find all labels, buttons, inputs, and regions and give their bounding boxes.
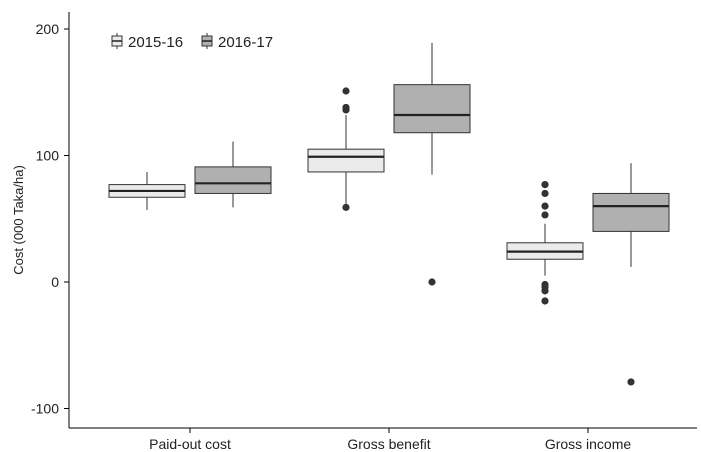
y-tick-label-200: 200 <box>36 21 60 37</box>
box-gross-income-2016-17 <box>592 192 670 232</box>
outlier-gross-benefit-2015-16-3 <box>342 87 350 95</box>
y-axis-title: Cost (000 Taka/ha) <box>11 165 26 275</box>
ticks-layer: -100 0 100 200 Paid-out cost Gross benefit Gro… <box>31 21 631 452</box>
outlier-gross-income-2015-16-6 <box>541 189 549 198</box>
legend-label-2016-17: 2016-17 <box>218 34 273 51</box>
box-paid-out-cost-2016-17 <box>194 166 272 194</box>
y-tick-label-100: 100 <box>36 148 60 164</box>
x-tick-label-gross-income: Gross income <box>545 436 632 452</box>
outlier-gross-income-2015-16-3 <box>541 280 549 289</box>
outlier-gross-income-2015-16-5 <box>541 202 549 210</box>
box-gross-benefit-2016-17 <box>393 84 471 134</box>
legend-label-2015-16: 2015-16 <box>128 34 183 51</box>
x-tick-label-paid-out-cost: Paid-out cost <box>149 436 231 452</box>
axes-layer <box>68 12 697 429</box>
outlier-gross-income-2015-16-4 <box>541 211 549 219</box>
box-gross-benefit-2015-16 <box>307 148 385 173</box>
outlier-gross-income-2015-16-0 <box>541 297 549 305</box>
outlier-gross-income-2016-17-0 <box>627 378 635 386</box>
outlier-gross-benefit-2016-17-0 <box>428 278 436 286</box>
outlier-gross-benefit-2015-16-2 <box>342 103 350 112</box>
boxes-layer <box>108 42 670 386</box>
legend: 2015-16 2016-17 <box>111 33 273 51</box>
outlier-gross-benefit-2015-16-0 <box>342 203 350 211</box>
x-tick-label-gross-benefit: Gross benefit <box>347 436 430 452</box>
outlier-gross-income-2015-16-7 <box>541 180 549 189</box>
y-tick-label-0: 0 <box>51 274 59 290</box>
y-tick-label--100: -100 <box>31 401 59 417</box>
